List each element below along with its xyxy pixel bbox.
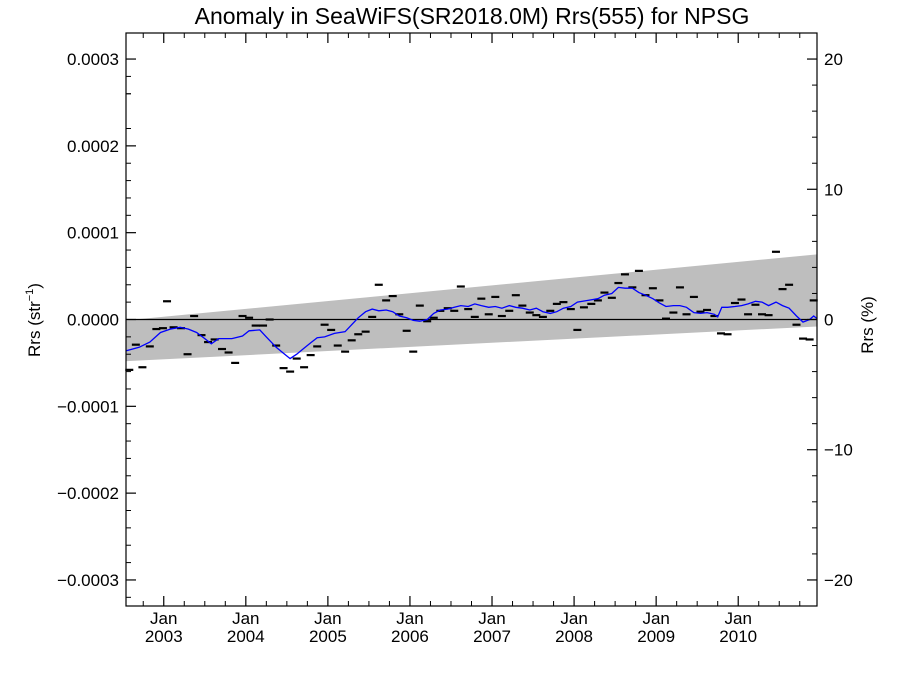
x-tick-month: Jan xyxy=(232,609,259,628)
x-tick-year: 2006 xyxy=(391,627,429,646)
y2-tick-label: −10 xyxy=(824,441,853,460)
y2-tick-label: 20 xyxy=(824,50,843,69)
x-tick-year: 2007 xyxy=(473,627,511,646)
y-axis-label-left-close: ) xyxy=(25,283,44,289)
y-tick-label: 0.0001 xyxy=(67,224,119,243)
x-tick-year: 2008 xyxy=(555,627,593,646)
x-tick-month: Jan xyxy=(314,609,341,628)
y2-tick-label: −20 xyxy=(824,571,853,590)
uncertainty-band xyxy=(126,254,817,362)
plot-area: 0.0003 0.0002 0.0001 0.0000 −0.0001 −0.0002 −0… xyxy=(57,32,853,646)
x-tick-year: 2009 xyxy=(637,627,675,646)
y-tick-label: 0.0000 xyxy=(67,311,119,330)
x-tick-month: Jan xyxy=(560,609,587,628)
y-tick-label: 0.0002 xyxy=(67,137,119,156)
y-tick-label: 0.0003 xyxy=(67,50,119,69)
y-axis-label-left-sup: −1 xyxy=(24,289,36,302)
chart-title: Anomaly in SeaWiFS(SR2018.0M) Rrs(555) f… xyxy=(195,3,750,29)
x-tick-year: 2004 xyxy=(227,627,265,646)
y-tick-label: −0.0003 xyxy=(57,571,119,590)
y-axis-label-left-main: Rrs (str xyxy=(25,301,44,357)
x-tick-year: 2010 xyxy=(719,627,757,646)
y-axis-label-right: Rrs (%) xyxy=(858,296,877,354)
x-tick-month: Jan xyxy=(396,609,423,628)
y-tick-label: −0.0001 xyxy=(57,397,119,416)
y2-tick-label: 10 xyxy=(824,180,843,199)
y-axis-label-left: Rrs (str−1) xyxy=(24,283,44,357)
running-mean-line xyxy=(125,286,818,360)
y-tick-label: −0.0002 xyxy=(57,484,119,503)
x-tick-month: Jan xyxy=(642,609,669,628)
x-tick-year: 2003 xyxy=(145,627,183,646)
x-tick-month: Jan xyxy=(725,609,752,628)
x-tick-month: Jan xyxy=(150,609,177,628)
x-tick-month: Jan xyxy=(478,609,505,628)
y2-tick-label: 0 xyxy=(824,311,833,330)
x-tick-year: 2005 xyxy=(309,627,347,646)
